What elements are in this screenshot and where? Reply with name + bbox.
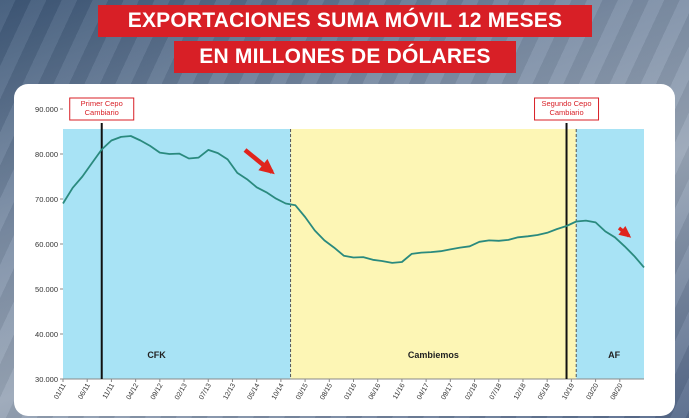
x-tick-label: 10/14	[271, 382, 286, 401]
x-tick-label: 09/12	[150, 382, 165, 401]
period-label-cfk: CFK	[147, 350, 166, 360]
period-band-cambiemos	[290, 129, 577, 379]
x-tick-label: 11/11	[102, 382, 116, 400]
x-tick-label: 01/16	[343, 382, 358, 401]
x-tick-label: 07/13	[198, 382, 213, 401]
period-label-cambiemos: Cambiemos	[408, 350, 459, 360]
x-tick-label: 05/19	[537, 382, 552, 401]
event-label-text: Primer Cepo	[81, 99, 123, 108]
x-tick-label: 02/13	[174, 382, 189, 401]
x-tick-label: 06/16	[368, 382, 383, 401]
period-label-af: AF	[608, 350, 620, 360]
period-band-af	[576, 129, 644, 379]
x-tick-label: 09/17	[440, 382, 455, 401]
x-tick-label: 06/11	[77, 382, 92, 400]
x-tick-label: 08/20	[610, 382, 625, 401]
x-tick-label: 04/17	[416, 382, 431, 401]
x-tick-label: 12/13	[222, 382, 237, 401]
event-label-text: Cambiario	[85, 108, 119, 117]
decline-arrow-2-head	[618, 225, 632, 238]
x-tick-label: 07/18	[489, 382, 504, 401]
event-label-text: Segundo Cepo	[542, 99, 592, 108]
title-line-2: EN MILLONES DE DÓLARES	[174, 41, 516, 73]
x-tick-label: 03/15	[295, 382, 310, 401]
y-tick-label: 40.000	[35, 330, 58, 339]
x-tick-label: 10/19	[561, 382, 576, 401]
y-tick-label: 50.000	[35, 285, 58, 294]
x-tick-label: 01/11	[53, 382, 68, 400]
decline-arrow-1-head	[258, 159, 275, 175]
x-tick-label: 02/18	[464, 382, 479, 401]
event-label-box-2	[534, 97, 600, 121]
x-tick-label: 03/20	[585, 382, 600, 401]
y-tick-label: 70.000	[35, 195, 58, 204]
event-label-text: Cambiario	[549, 108, 583, 117]
x-tick-label: 08/15	[319, 382, 334, 401]
y-tick-label: 30.000	[35, 375, 58, 384]
x-tick-label: 05/14	[247, 382, 262, 401]
event-label-box-1	[69, 97, 135, 121]
title-line-1: EXPORTACIONES SUMA MÓVIL 12 MESES	[98, 5, 592, 37]
x-tick-label: 12/18	[513, 382, 528, 401]
series-line	[62, 135, 645, 268]
y-tick-label: 60.000	[35, 240, 58, 249]
x-tick-label: 11/16	[392, 382, 407, 400]
period-band-cfk	[63, 129, 291, 379]
y-tick-label: 90.000	[35, 105, 58, 114]
y-tick-label: 80.000	[35, 150, 58, 159]
x-tick-label: 04/12	[126, 382, 141, 401]
